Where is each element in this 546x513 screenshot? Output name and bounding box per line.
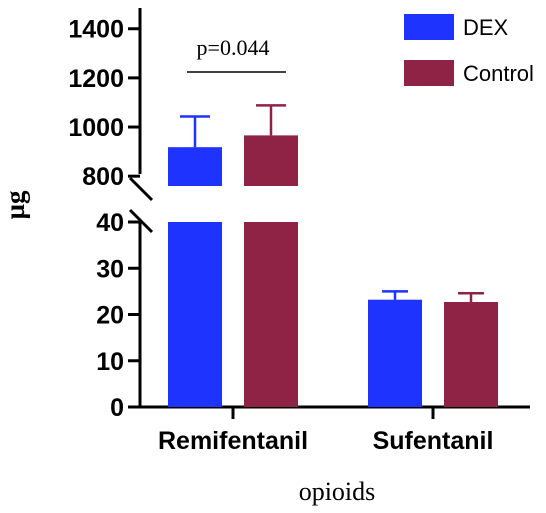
error-bars xyxy=(180,104,484,303)
bar-dex-remifentanil-lower xyxy=(168,222,222,407)
y-tick-label: 20 xyxy=(96,302,124,330)
y-tick-label: 30 xyxy=(96,255,124,283)
legend: DEX Control xyxy=(404,14,534,86)
y-tick-label: 800 xyxy=(82,163,124,191)
x-category-remifentanil: Remifentanil xyxy=(158,427,308,455)
x-category-sufentanil: Sufentanil xyxy=(373,427,494,455)
significance-text: p=0.044 xyxy=(197,35,270,60)
significance-annotation: p=0.044 xyxy=(187,35,286,73)
bar-control-sufentanil xyxy=(444,302,498,407)
y-tick-label: 1400 xyxy=(68,16,124,44)
y-axis-label: µg xyxy=(0,190,30,220)
legend-swatch-control xyxy=(404,60,454,86)
x-axis-label: opioids xyxy=(299,477,376,506)
y-tick-label: 40 xyxy=(96,209,124,237)
legend-label-dex: DEX xyxy=(463,15,509,40)
y-tick-label: 1000 xyxy=(68,114,124,142)
bar-control-remifentanil-upper xyxy=(244,135,298,186)
y-tick-label: 10 xyxy=(96,348,124,376)
bars xyxy=(168,135,498,407)
axis-break-mark-bottom xyxy=(128,208,154,234)
y-ticks: 0 10 20 30 40 800 1000 1200 1400 xyxy=(68,16,140,422)
bar-dex-sufentanil xyxy=(368,299,422,407)
x-categories: Remifentanil Sufentanil xyxy=(158,427,493,455)
legend-swatch-dex xyxy=(404,14,454,40)
y-tick-label: 1200 xyxy=(68,65,124,93)
bar-dex-remifentanil-upper xyxy=(168,147,222,186)
bar-control-remifentanil-lower xyxy=(244,222,298,407)
legend-label-control: Control xyxy=(463,61,534,86)
axis-break-mark-top xyxy=(128,176,154,202)
y-tick-label: 0 xyxy=(110,394,124,422)
